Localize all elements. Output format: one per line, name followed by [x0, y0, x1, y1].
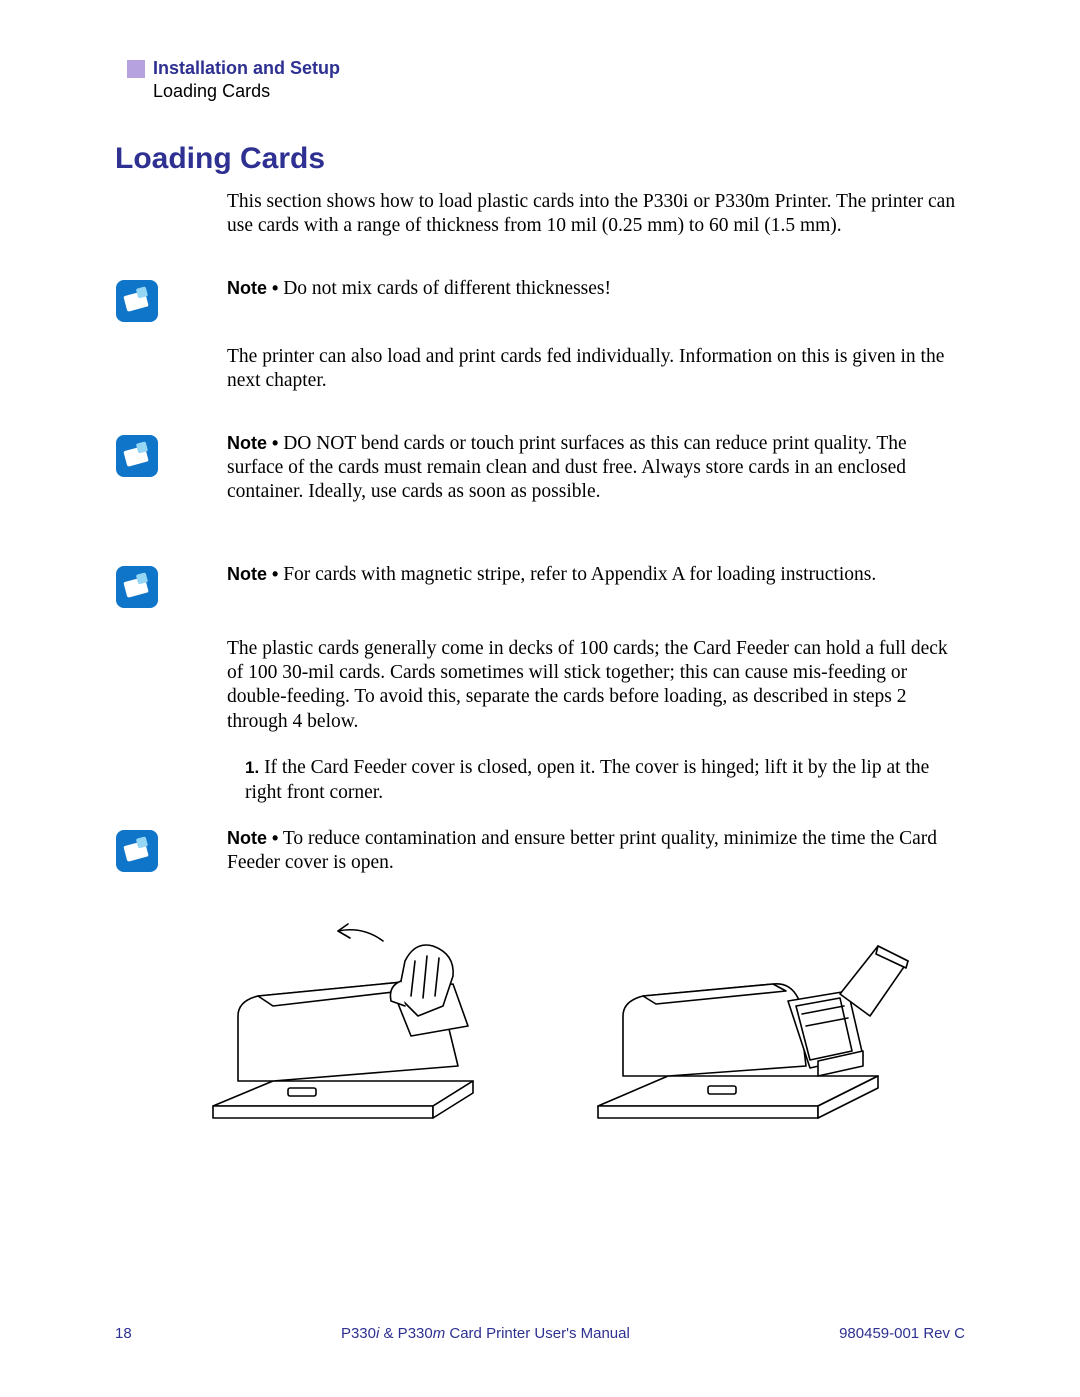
- intro-paragraph: This section shows how to load plastic c…: [227, 190, 965, 239]
- note-body: For cards with magnetic stripe, refer to…: [278, 564, 876, 585]
- note-icon: [115, 565, 159, 609]
- note-icon: [115, 434, 159, 478]
- header-row: Installation and Setup: [127, 58, 965, 79]
- individual-feed-paragraph: The printer can also load and print card…: [227, 345, 965, 394]
- step-number: 1.: [245, 758, 259, 777]
- section-name: Loading Cards: [153, 81, 965, 102]
- chapter-name: Installation and Setup: [153, 58, 340, 79]
- figure-printer-cover-open: [578, 906, 918, 1146]
- page-footer: 18 P330i & P330m Card Printer User's Man…: [115, 1325, 965, 1342]
- figure-row: [155, 906, 945, 1146]
- note-text-1: Note • Do not mix cards of different thi…: [227, 277, 965, 301]
- page-title: Loading Cards: [115, 142, 965, 176]
- step-1: 1. If the Card Feeder cover is closed, o…: [245, 756, 965, 805]
- body-column: The printer can also load and print card…: [227, 345, 965, 394]
- note-label: Note •: [227, 564, 278, 584]
- note-text-4: Note • To reduce contamination and ensur…: [227, 827, 965, 876]
- body-column: This section shows how to load plastic c…: [227, 190, 965, 239]
- step-text: If the Card Feeder cover is closed, open…: [245, 757, 929, 802]
- note-label: Note •: [227, 433, 278, 453]
- note-block-2: Note • DO NOT bend cards or touch print …: [115, 432, 965, 505]
- manual-page: Installation and Setup Loading Cards Loa…: [0, 0, 1080, 1397]
- note-body: DO NOT bend cards or touch print surface…: [227, 433, 907, 503]
- page-number: 18: [115, 1325, 132, 1342]
- note-block-3: Note • For cards with magnetic stripe, r…: [115, 563, 965, 609]
- body-column: The plastic cards generally come in deck…: [227, 637, 965, 805]
- note-text-2: Note • DO NOT bend cards or touch print …: [227, 432, 965, 505]
- doc-number: 980459-001 Rev C: [839, 1325, 965, 1342]
- figure-printer-closed-hand: [183, 906, 523, 1146]
- running-header: Installation and Setup Loading Cards: [127, 58, 965, 102]
- deck-paragraph: The plastic cards generally come in deck…: [227, 637, 965, 735]
- note-body: To reduce contamination and ensure bette…: [227, 828, 937, 873]
- header-bullet-square: [127, 60, 145, 78]
- note-label: Note •: [227, 278, 278, 298]
- note-icon: [115, 829, 159, 873]
- note-block-1: Note • Do not mix cards of different thi…: [115, 277, 965, 323]
- note-label: Note •: [227, 828, 278, 848]
- note-body: Do not mix cards of different thicknesse…: [278, 278, 611, 299]
- note-icon: [115, 279, 159, 323]
- note-text-3: Note • For cards with magnetic stripe, r…: [227, 563, 965, 587]
- manual-title: P330i & P330m Card Printer User's Manual: [341, 1325, 630, 1342]
- note-block-4: Note • To reduce contamination and ensur…: [115, 827, 965, 876]
